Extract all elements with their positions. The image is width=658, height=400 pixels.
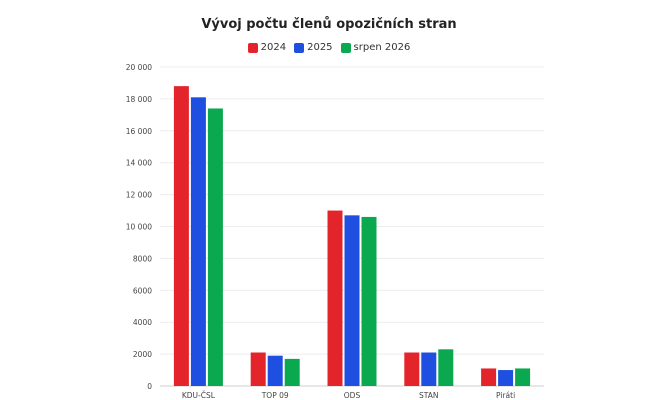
bar[interactable] (284, 358, 300, 386)
legend-item[interactable]: 2025 (294, 42, 333, 53)
x-category-label: ODS (344, 391, 361, 400)
bar[interactable] (327, 210, 343, 386)
chart-title: Vývoj počtu členů opozičních stran (201, 17, 457, 32)
y-tick-label: 18 000 (126, 95, 152, 104)
y-tick-label: 10 000 (126, 223, 152, 232)
y-tick-label: 2000 (133, 350, 152, 359)
legend-label: srpen 2026 (353, 42, 411, 53)
legend-swatch (294, 42, 305, 53)
chart-legend: 2024 2025 srpen 2026 (0, 42, 658, 53)
bar[interactable] (173, 86, 189, 386)
bar[interactable] (267, 355, 283, 386)
bar[interactable] (515, 368, 531, 386)
x-category-label: STAN (419, 391, 439, 400)
bar[interactable] (404, 352, 420, 386)
bar[interactable] (438, 349, 454, 386)
y-tick-label: 6000 (133, 286, 152, 295)
y-tick-label: 16 000 (126, 127, 152, 136)
y-tick-label: 0 (147, 382, 152, 391)
bar[interactable] (481, 368, 497, 386)
y-tick-label: 4000 (133, 318, 152, 327)
legend-item[interactable]: 2024 (247, 42, 287, 53)
y-tick-label: 12 000 (126, 191, 152, 200)
x-category-label: TOP 09 (261, 391, 289, 400)
legend-swatch (247, 42, 258, 53)
bar[interactable] (421, 352, 437, 386)
y-tick-label: 8000 (133, 254, 152, 263)
bar[interactable] (361, 216, 377, 386)
bar[interactable] (250, 352, 266, 386)
bar[interactable] (498, 370, 514, 386)
legend-label: 2025 (307, 42, 333, 53)
bar[interactable] (344, 215, 360, 386)
x-category-label: Piráti (496, 391, 515, 400)
bar[interactable] (190, 97, 206, 387)
legend-label: 2024 (260, 42, 287, 53)
y-tick-label: 20 000 (126, 63, 152, 72)
bar[interactable] (207, 108, 223, 386)
legend-item[interactable]: srpen 2026 (340, 42, 411, 53)
x-category-label: KDU-ČSL (182, 391, 216, 400)
legend-swatch (340, 42, 351, 53)
y-tick-label: 14 000 (126, 159, 152, 168)
